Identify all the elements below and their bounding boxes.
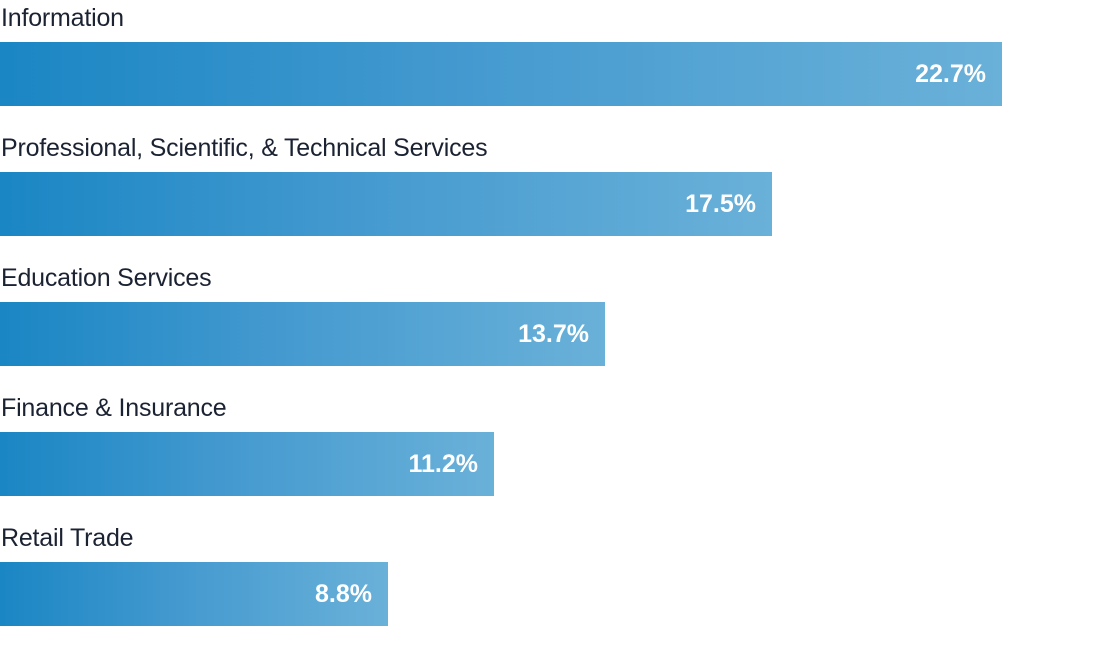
bar: 8.8% — [0, 562, 388, 626]
bar: 22.7% — [0, 42, 1002, 106]
category-label: Education Services — [1, 264, 212, 292]
bar-row: Retail Trade 8.8% — [0, 520, 1104, 650]
bar: 11.2% — [0, 432, 494, 496]
value-label: 17.5% — [685, 190, 756, 218]
bar-chart: Information 22.7% Professional, Scientific… — [0, 0, 1104, 626]
value-label: 22.7% — [915, 60, 986, 88]
value-label: 13.7% — [518, 320, 589, 348]
value-label: 11.2% — [408, 450, 478, 478]
category-label: Information — [1, 4, 124, 32]
value-label: 8.8% — [315, 580, 372, 608]
category-label: Finance & Insurance — [1, 394, 227, 422]
bar-row: Information 22.7% — [0, 0, 1104, 130]
category-label: Professional, Scientific, & Technical Se… — [1, 134, 488, 162]
bar-row: Professional, Scientific, & Technical Se… — [0, 130, 1104, 260]
bar: 17.5% — [0, 172, 772, 236]
bar-row: Education Services 13.7% — [0, 260, 1104, 390]
bar-row: Finance & Insurance 11.2% — [0, 390, 1104, 520]
bar: 13.7% — [0, 302, 605, 366]
category-label: Retail Trade — [1, 524, 134, 552]
